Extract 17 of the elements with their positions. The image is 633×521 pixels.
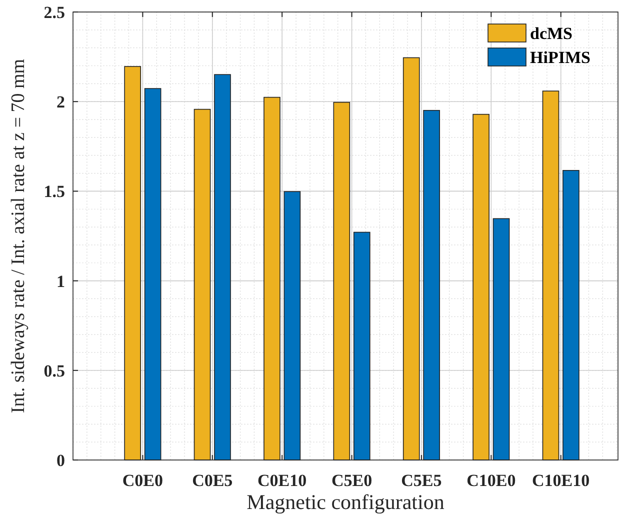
y-tick-label: 1.5 [44,182,65,202]
x-tick-label: C0E10 [258,471,307,490]
x-tick-label: C0E0 [122,471,164,490]
legend-label: HiPIMS [530,48,590,67]
x-tick-label: C0E5 [192,471,233,490]
x-tick-label: C10E0 [466,471,516,490]
y-tick-label: 0.5 [44,361,65,380]
y-axis-title: Int. sideways rate / Int. axial rate at z = 70 mm [8,58,29,414]
x-tick-label: C10E10 [532,471,590,490]
x-tick-label: C5E0 [331,471,372,490]
x-axis-title: Magnetic configuration [246,490,445,514]
x-tick-label: C5E5 [401,471,442,490]
y-tick-label: 0 [56,450,65,470]
legend-label: dcMS [530,24,572,43]
y-tick-label: 2 [56,92,65,112]
y-tick-label: 2.5 [44,2,65,22]
y-tick-label: 1 [56,272,65,291]
